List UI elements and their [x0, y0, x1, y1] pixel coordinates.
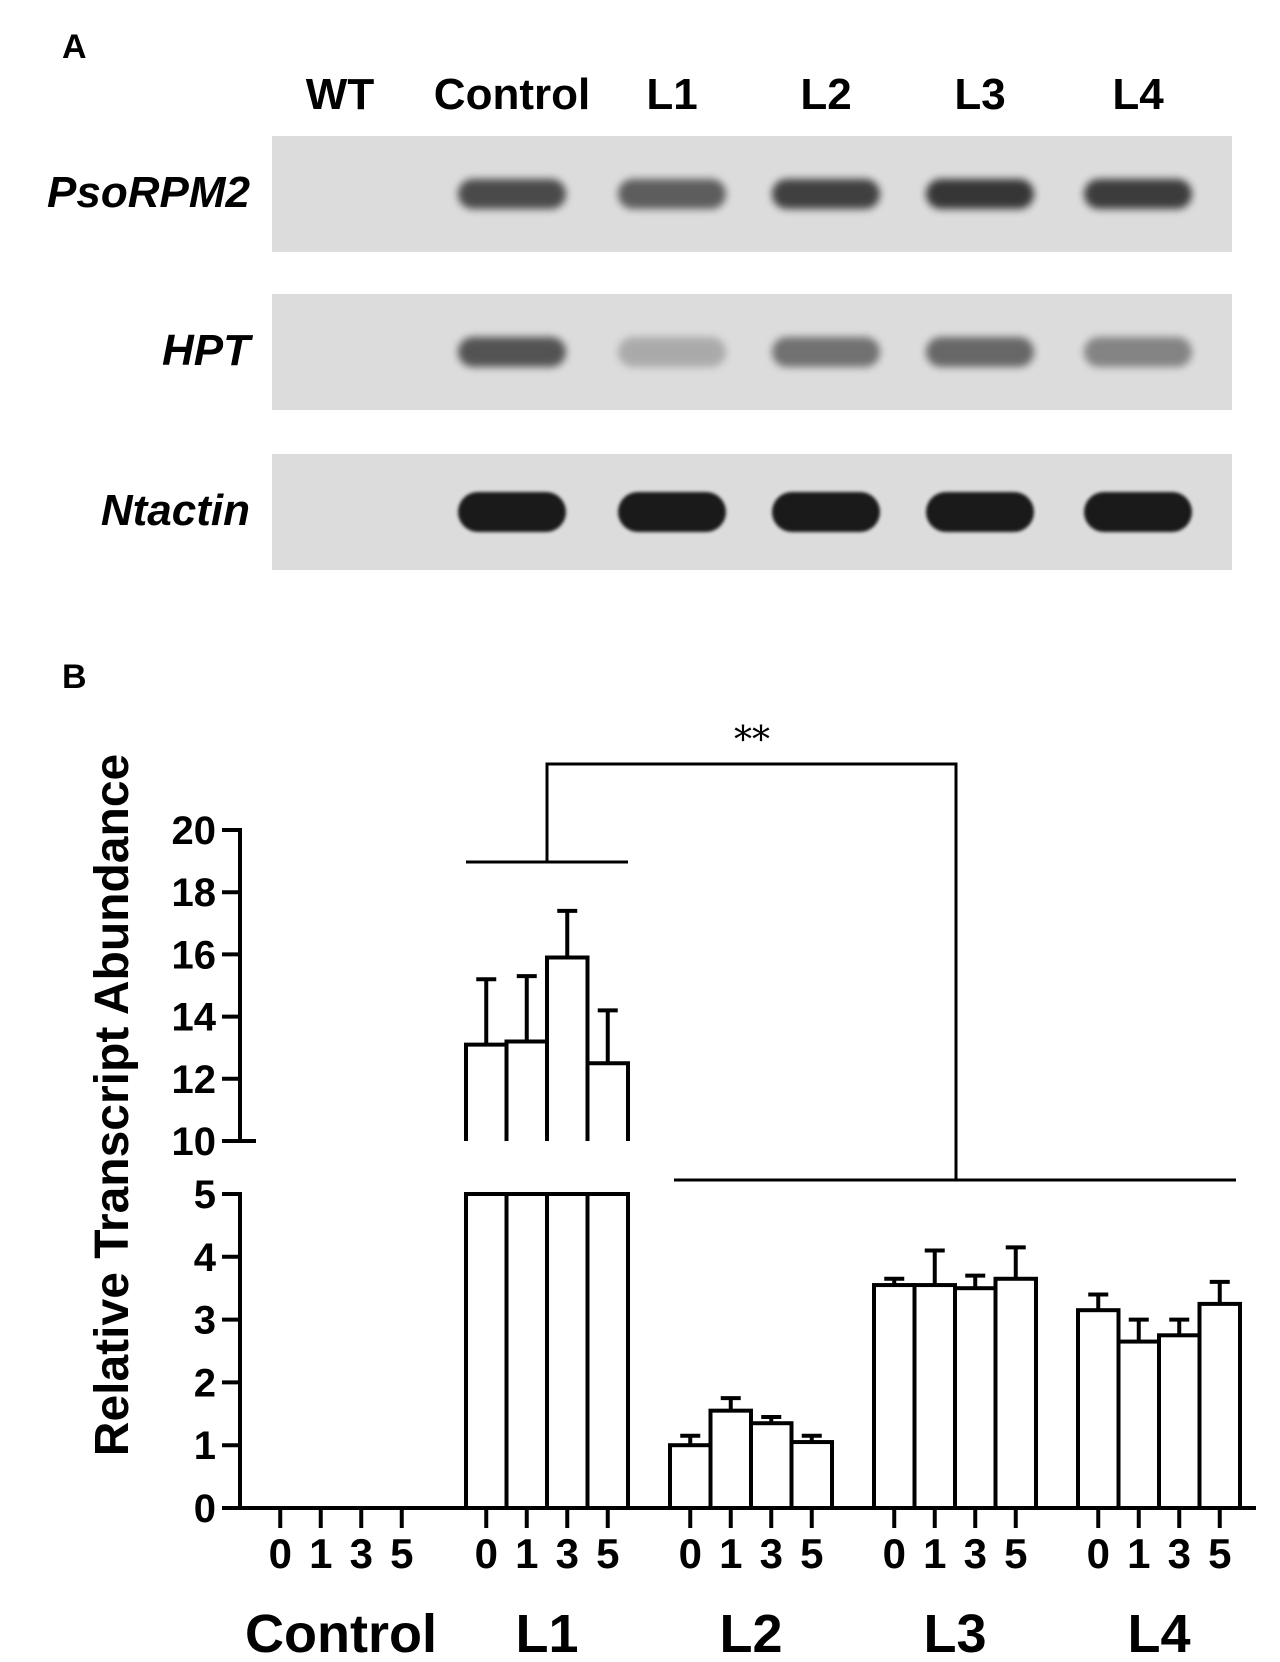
group-label: L1 [515, 1604, 578, 1662]
gel-band [618, 179, 726, 209]
gel-band [772, 492, 880, 532]
gene-label-hpt: HPT [162, 326, 250, 375]
x-tick-label: 1 [515, 1530, 538, 1577]
gel-band [458, 337, 566, 367]
x-tick-label: 0 [269, 1530, 292, 1577]
x-tick-label: 3 [556, 1530, 579, 1577]
x-tick-label: 5 [1208, 1530, 1231, 1577]
y-tick-label: 12 [172, 1058, 217, 1102]
y-tick-label: 1 [194, 1424, 216, 1468]
gel-band [772, 337, 880, 367]
significance-bracket [545, 762, 958, 1180]
lane-label-wt: WT [305, 70, 375, 119]
gel-band [1084, 179, 1192, 209]
bar-lower [585, 1192, 630, 1510]
significance-marker: ** [734, 720, 770, 761]
lane-label-l1: L1 [646, 70, 698, 119]
bar-lower [545, 1192, 590, 1510]
bar [708, 1408, 753, 1511]
x-tick-label: 3 [350, 1530, 373, 1577]
bar-upper [545, 955, 590, 1141]
gel-strip-ntactin [272, 454, 1232, 570]
x-tick-label: 1 [719, 1530, 742, 1577]
panel-a-label: A [62, 28, 87, 66]
group-label: L4 [1127, 1604, 1190, 1662]
x-tick-label: 3 [1168, 1530, 1191, 1577]
y-axis-label: Relative Transcript Abundance [86, 754, 139, 1456]
x-tick-label: 1 [923, 1530, 946, 1577]
x-tick-label: 3 [760, 1530, 783, 1577]
y-tick-label: 10 [172, 1120, 217, 1164]
gel-strip-hpt [272, 294, 1232, 410]
group-label: L3 [923, 1604, 986, 1662]
lane-label-control: Control [433, 70, 591, 119]
bar [912, 1283, 957, 1511]
x-tick-label: 0 [1087, 1530, 1110, 1577]
y-tick-label: 18 [172, 871, 217, 915]
bar [1197, 1301, 1242, 1511]
bar [1157, 1333, 1202, 1511]
x-tick-label: 0 [475, 1530, 498, 1577]
bar [993, 1276, 1038, 1511]
bar [668, 1443, 713, 1510]
y-tick-label: 2 [194, 1361, 216, 1405]
bar [1076, 1308, 1121, 1511]
bar [872, 1283, 917, 1511]
x-tick-label: 5 [1004, 1530, 1027, 1577]
gel-band [926, 492, 1034, 532]
bar [749, 1421, 794, 1510]
y-tick-label: 4 [194, 1236, 217, 1280]
bar-lower [504, 1192, 549, 1510]
bar [953, 1286, 998, 1510]
gene-label-psorpm2: PsoRPM2 [47, 168, 250, 217]
gene-label-ntactin: Ntactin [100, 486, 250, 535]
gel-band [458, 179, 566, 209]
gel-band [926, 337, 1034, 367]
y-tick-label: 14 [172, 996, 217, 1040]
bar [1116, 1339, 1161, 1510]
bar [789, 1440, 834, 1511]
y-tick-label: 0 [194, 1487, 216, 1531]
x-tick-label: 5 [800, 1530, 823, 1577]
group-label: L2 [719, 1604, 782, 1662]
gel-band [1084, 492, 1192, 532]
gel-band [458, 492, 566, 532]
y-tick-label: 3 [194, 1299, 216, 1343]
group-label: Control [245, 1604, 437, 1662]
bar-upper [464, 1042, 509, 1141]
y-tick-label: 5 [194, 1173, 216, 1217]
gel-band [772, 179, 880, 209]
bar-upper [585, 1061, 630, 1141]
y-tick-label: 16 [172, 933, 217, 977]
x-tick-label: 0 [679, 1530, 702, 1577]
gel-band [618, 337, 726, 367]
bar-upper [504, 1039, 549, 1141]
x-tick-label: 5 [596, 1530, 619, 1577]
gel-band [926, 179, 1034, 209]
x-tick-label: 0 [883, 1530, 906, 1577]
lane-label-l3: L3 [954, 70, 1006, 119]
x-tick-label: 5 [390, 1530, 413, 1577]
bar-lower [464, 1192, 509, 1510]
x-tick-label: 1 [1127, 1530, 1150, 1577]
gel-band [618, 492, 726, 532]
y-tick-label: 20 [172, 809, 217, 853]
panel-b-label: B [62, 658, 87, 696]
lane-label-l4: L4 [1112, 70, 1164, 119]
x-tick-label: 3 [964, 1530, 987, 1577]
gel-strip-psorpm2 [272, 136, 1232, 252]
x-tick-label: 1 [309, 1530, 332, 1577]
lane-label-l2: L2 [800, 70, 852, 119]
gel-band [1084, 337, 1192, 367]
